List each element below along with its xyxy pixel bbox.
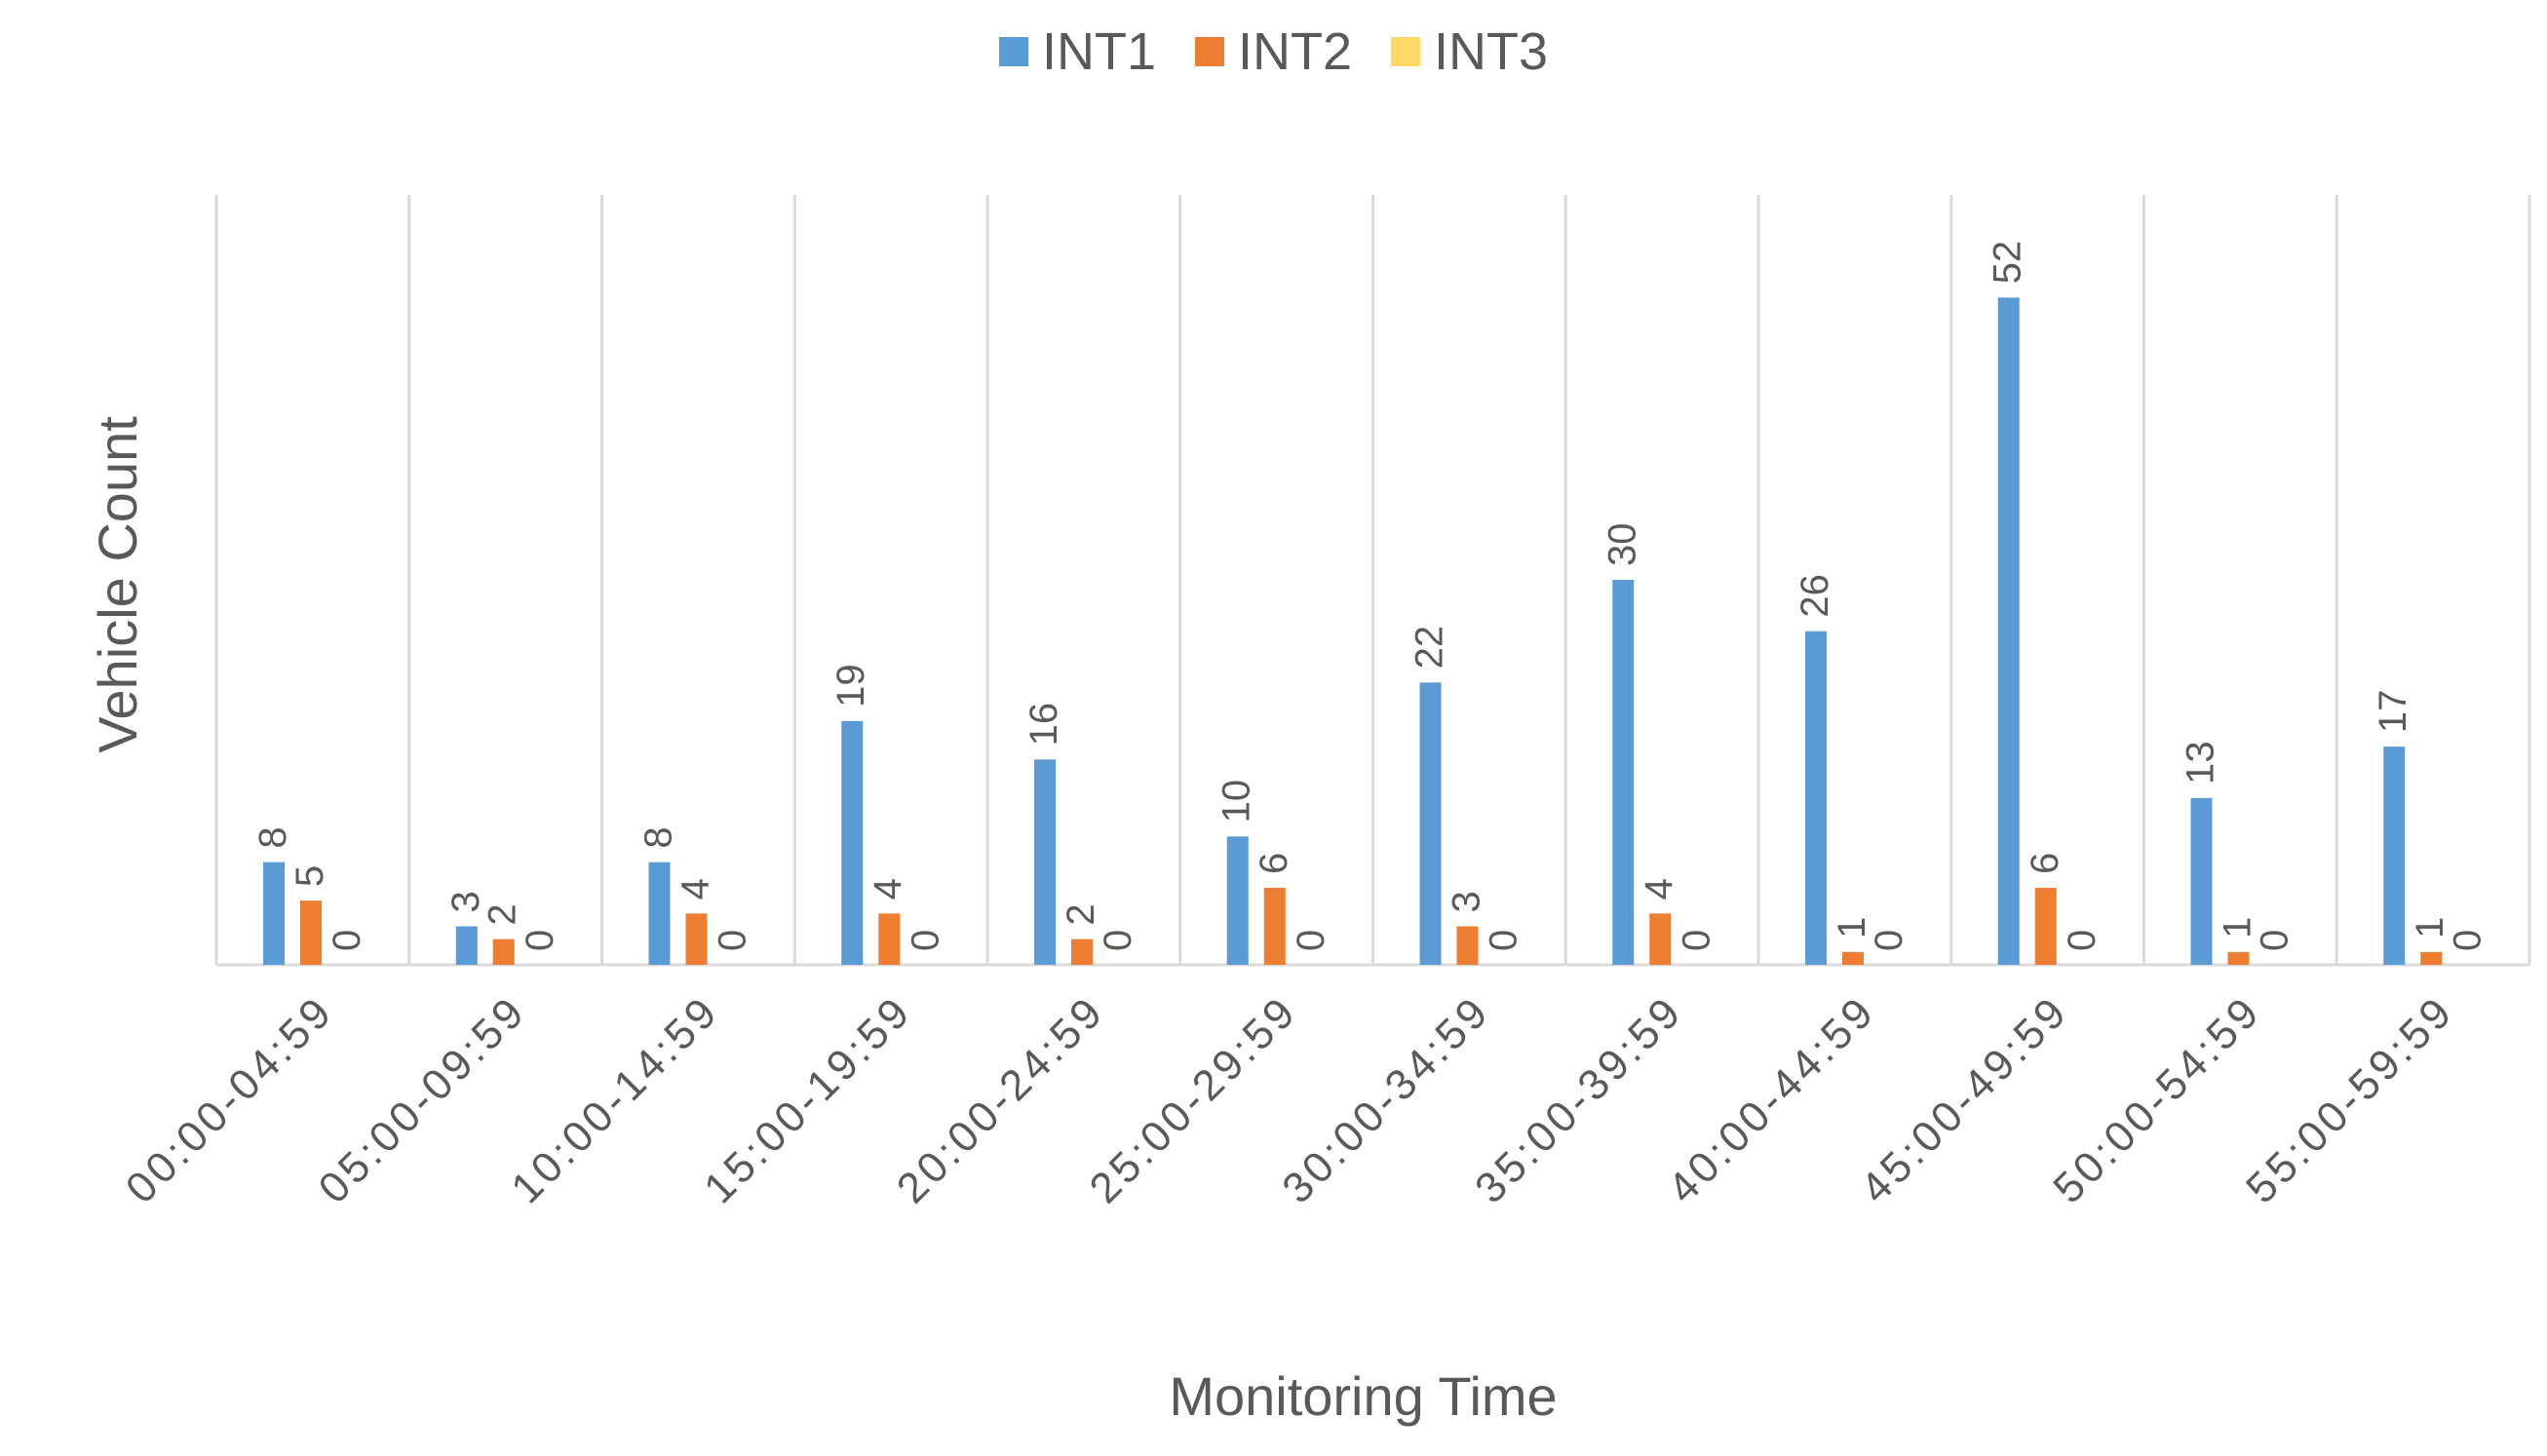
bar-int2-3 <box>878 913 901 965</box>
data-label-int1-8: 26 <box>1794 574 1836 618</box>
legend-swatch-int2 <box>1194 37 1224 66</box>
data-label-int1-2: 8 <box>637 826 680 848</box>
data-label-int2-11: 1 <box>2409 917 2451 939</box>
bar-int2-4 <box>1071 939 1093 965</box>
data-label-int2-4: 2 <box>1060 903 1102 925</box>
data-label-int3-0: 0 <box>326 930 368 951</box>
data-label-int3-1: 0 <box>519 930 561 951</box>
bar-int1-7 <box>1612 580 1635 965</box>
data-label-int1-5: 10 <box>1216 780 1258 824</box>
legend-item-int2[interactable]: INT2 <box>1194 21 1353 82</box>
y-axis-title: Vehicle Count <box>87 416 148 753</box>
data-label-int2-6: 3 <box>1446 891 1488 912</box>
data-label-int3-6: 0 <box>1483 930 1525 951</box>
bar-int2-2 <box>685 913 708 965</box>
data-label-int1-1: 3 <box>444 891 487 912</box>
data-label-int1-10: 13 <box>2180 741 2222 785</box>
data-label-int2-5: 6 <box>1253 853 1295 874</box>
data-label-int3-9: 0 <box>2061 930 2103 951</box>
bar-int2-8 <box>1842 951 1864 965</box>
bar-int1-4 <box>1034 759 1056 965</box>
data-label-int1-0: 8 <box>251 826 294 848</box>
data-label-int3-7: 0 <box>1675 930 1717 951</box>
bar-int1-0 <box>263 862 285 965</box>
bar-int1-1 <box>455 926 478 965</box>
bar-int2-10 <box>2227 951 2250 965</box>
data-label-int2-1: 2 <box>482 903 524 925</box>
legend: INT1 INT2 INT3 <box>0 18 2547 86</box>
data-label-int3-10: 0 <box>2254 930 2296 951</box>
data-label-int3-8: 0 <box>1868 930 1910 951</box>
bar-int2-9 <box>2034 888 2057 965</box>
data-label-int1-3: 19 <box>830 664 872 708</box>
bar-int1-5 <box>1226 836 1249 965</box>
data-label-int3-4: 0 <box>1097 930 1139 951</box>
bar-int2-7 <box>1649 913 1672 965</box>
legend-label-int2: INT2 <box>1237 22 1353 81</box>
data-label-int2-10: 1 <box>2217 917 2259 939</box>
data-label-int1-7: 30 <box>1601 523 1643 567</box>
data-label-int1-6: 22 <box>1409 626 1451 670</box>
x-tick-label: 55:00-59:59 <box>2237 986 2463 1212</box>
bar-int2-5 <box>1263 888 1286 965</box>
legend-item-int1[interactable]: INT1 <box>998 21 1156 82</box>
bar-int1-9 <box>1997 297 2020 965</box>
data-label-int1-9: 52 <box>1987 241 2029 285</box>
legend-swatch-int1 <box>998 37 1028 66</box>
bar-int2-1 <box>492 939 515 965</box>
x-axis-title: Monitoring Time <box>1169 1365 1557 1427</box>
data-label-int2-7: 4 <box>1638 878 1680 900</box>
bar-int1-10 <box>2190 797 2213 965</box>
data-label-int3-2: 0 <box>712 930 754 951</box>
legend-item-int3[interactable]: INT3 <box>1391 21 1548 82</box>
data-label-int2-9: 6 <box>2024 853 2066 874</box>
bar-int2-6 <box>1456 926 1479 965</box>
data-label-int1-11: 17 <box>2372 690 2414 734</box>
bar-int2-11 <box>2420 951 2443 965</box>
legend-label-int3: INT3 <box>1434 22 1549 81</box>
data-label-int3-5: 0 <box>1290 930 1332 951</box>
bar-int1-2 <box>648 862 671 965</box>
bar-int1-8 <box>1805 631 1827 965</box>
data-label-int1-4: 16 <box>1023 703 1065 747</box>
bar-int1-6 <box>1419 682 1442 965</box>
data-label-int2-3: 4 <box>867 878 909 900</box>
bar-int2-0 <box>300 900 322 965</box>
bar-int1-11 <box>2383 747 2406 965</box>
bar-int1-3 <box>841 720 864 965</box>
data-label-int2-0: 5 <box>289 865 331 887</box>
data-label-int3-11: 0 <box>2446 930 2489 951</box>
data-label-int2-8: 1 <box>1831 917 1873 939</box>
legend-label-int1: INT1 <box>1041 22 1156 81</box>
data-label-int3-3: 0 <box>904 930 946 951</box>
legend-swatch-int3 <box>1391 37 1421 66</box>
data-label-int2-2: 4 <box>675 878 717 900</box>
